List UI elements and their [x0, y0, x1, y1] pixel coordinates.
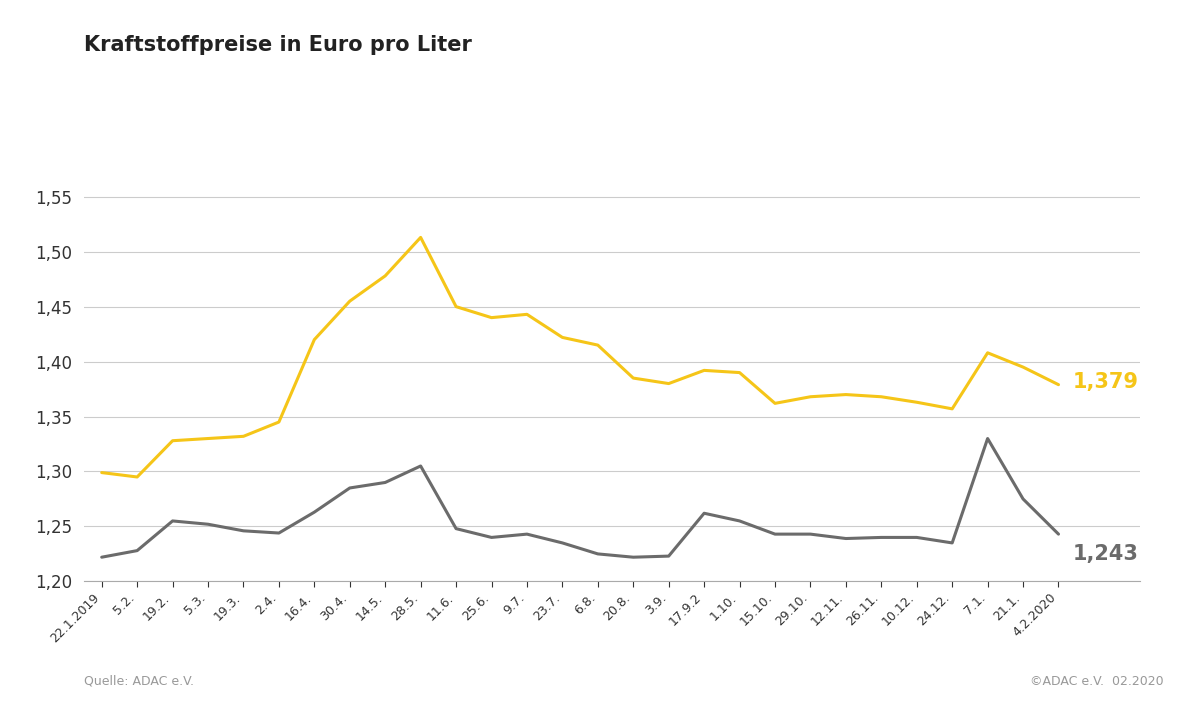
Text: Kraftstoffpreise in Euro pro Liter: Kraftstoffpreise in Euro pro Liter — [84, 35, 472, 55]
Text: 1,379: 1,379 — [1073, 372, 1139, 392]
Text: Quelle: ADAC e.V.: Quelle: ADAC e.V. — [84, 675, 194, 688]
Text: ©ADAC e.V.  02.2020: ©ADAC e.V. 02.2020 — [1031, 675, 1164, 688]
Text: 1,243: 1,243 — [1073, 544, 1139, 564]
